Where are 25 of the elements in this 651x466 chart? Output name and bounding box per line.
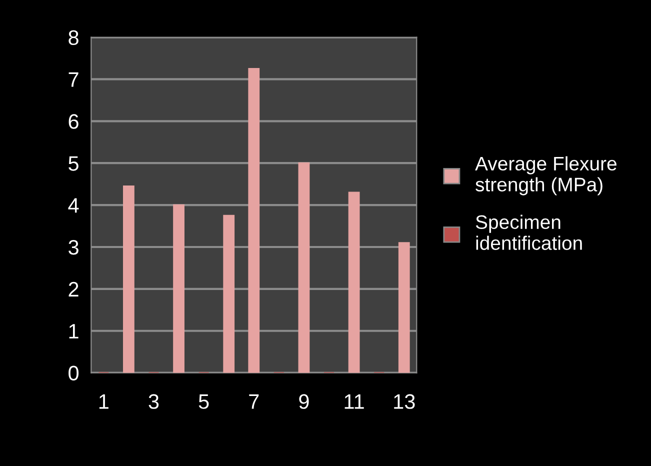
x-tick-label: 11 bbox=[344, 394, 364, 409]
x-tick-label: 7 bbox=[249, 394, 259, 409]
bar bbox=[398, 242, 410, 373]
x-tick-label: 9 bbox=[299, 394, 309, 409]
legend-label: Average Flexure strength (MPa) bbox=[475, 156, 616, 196]
y-tick-label: 6 bbox=[68, 114, 78, 129]
y-tick-label: 2 bbox=[68, 282, 78, 296]
bar bbox=[173, 204, 184, 373]
bar bbox=[298, 162, 310, 373]
bar bbox=[122, 185, 134, 373]
x-tick-label: 5 bbox=[198, 394, 209, 409]
legend-label: Specimen identification bbox=[476, 214, 582, 250]
y-tick-label: 5 bbox=[68, 156, 78, 171]
bar bbox=[223, 214, 235, 373]
bar bbox=[348, 192, 360, 373]
y-tick-label: 0 bbox=[68, 366, 79, 381]
x-tick-label: 13 bbox=[394, 394, 415, 409]
y-tick-label: 8 bbox=[68, 30, 78, 46]
bar bbox=[248, 68, 260, 373]
x-tick-label: 1 bbox=[99, 394, 108, 409]
y-tick-label: 7 bbox=[68, 72, 78, 87]
y-tick-label: 4 bbox=[68, 198, 79, 213]
y-tick-label: 3 bbox=[68, 240, 78, 255]
y-tick-label: 1 bbox=[69, 324, 78, 338]
x-tick-label: 3 bbox=[148, 394, 159, 409]
